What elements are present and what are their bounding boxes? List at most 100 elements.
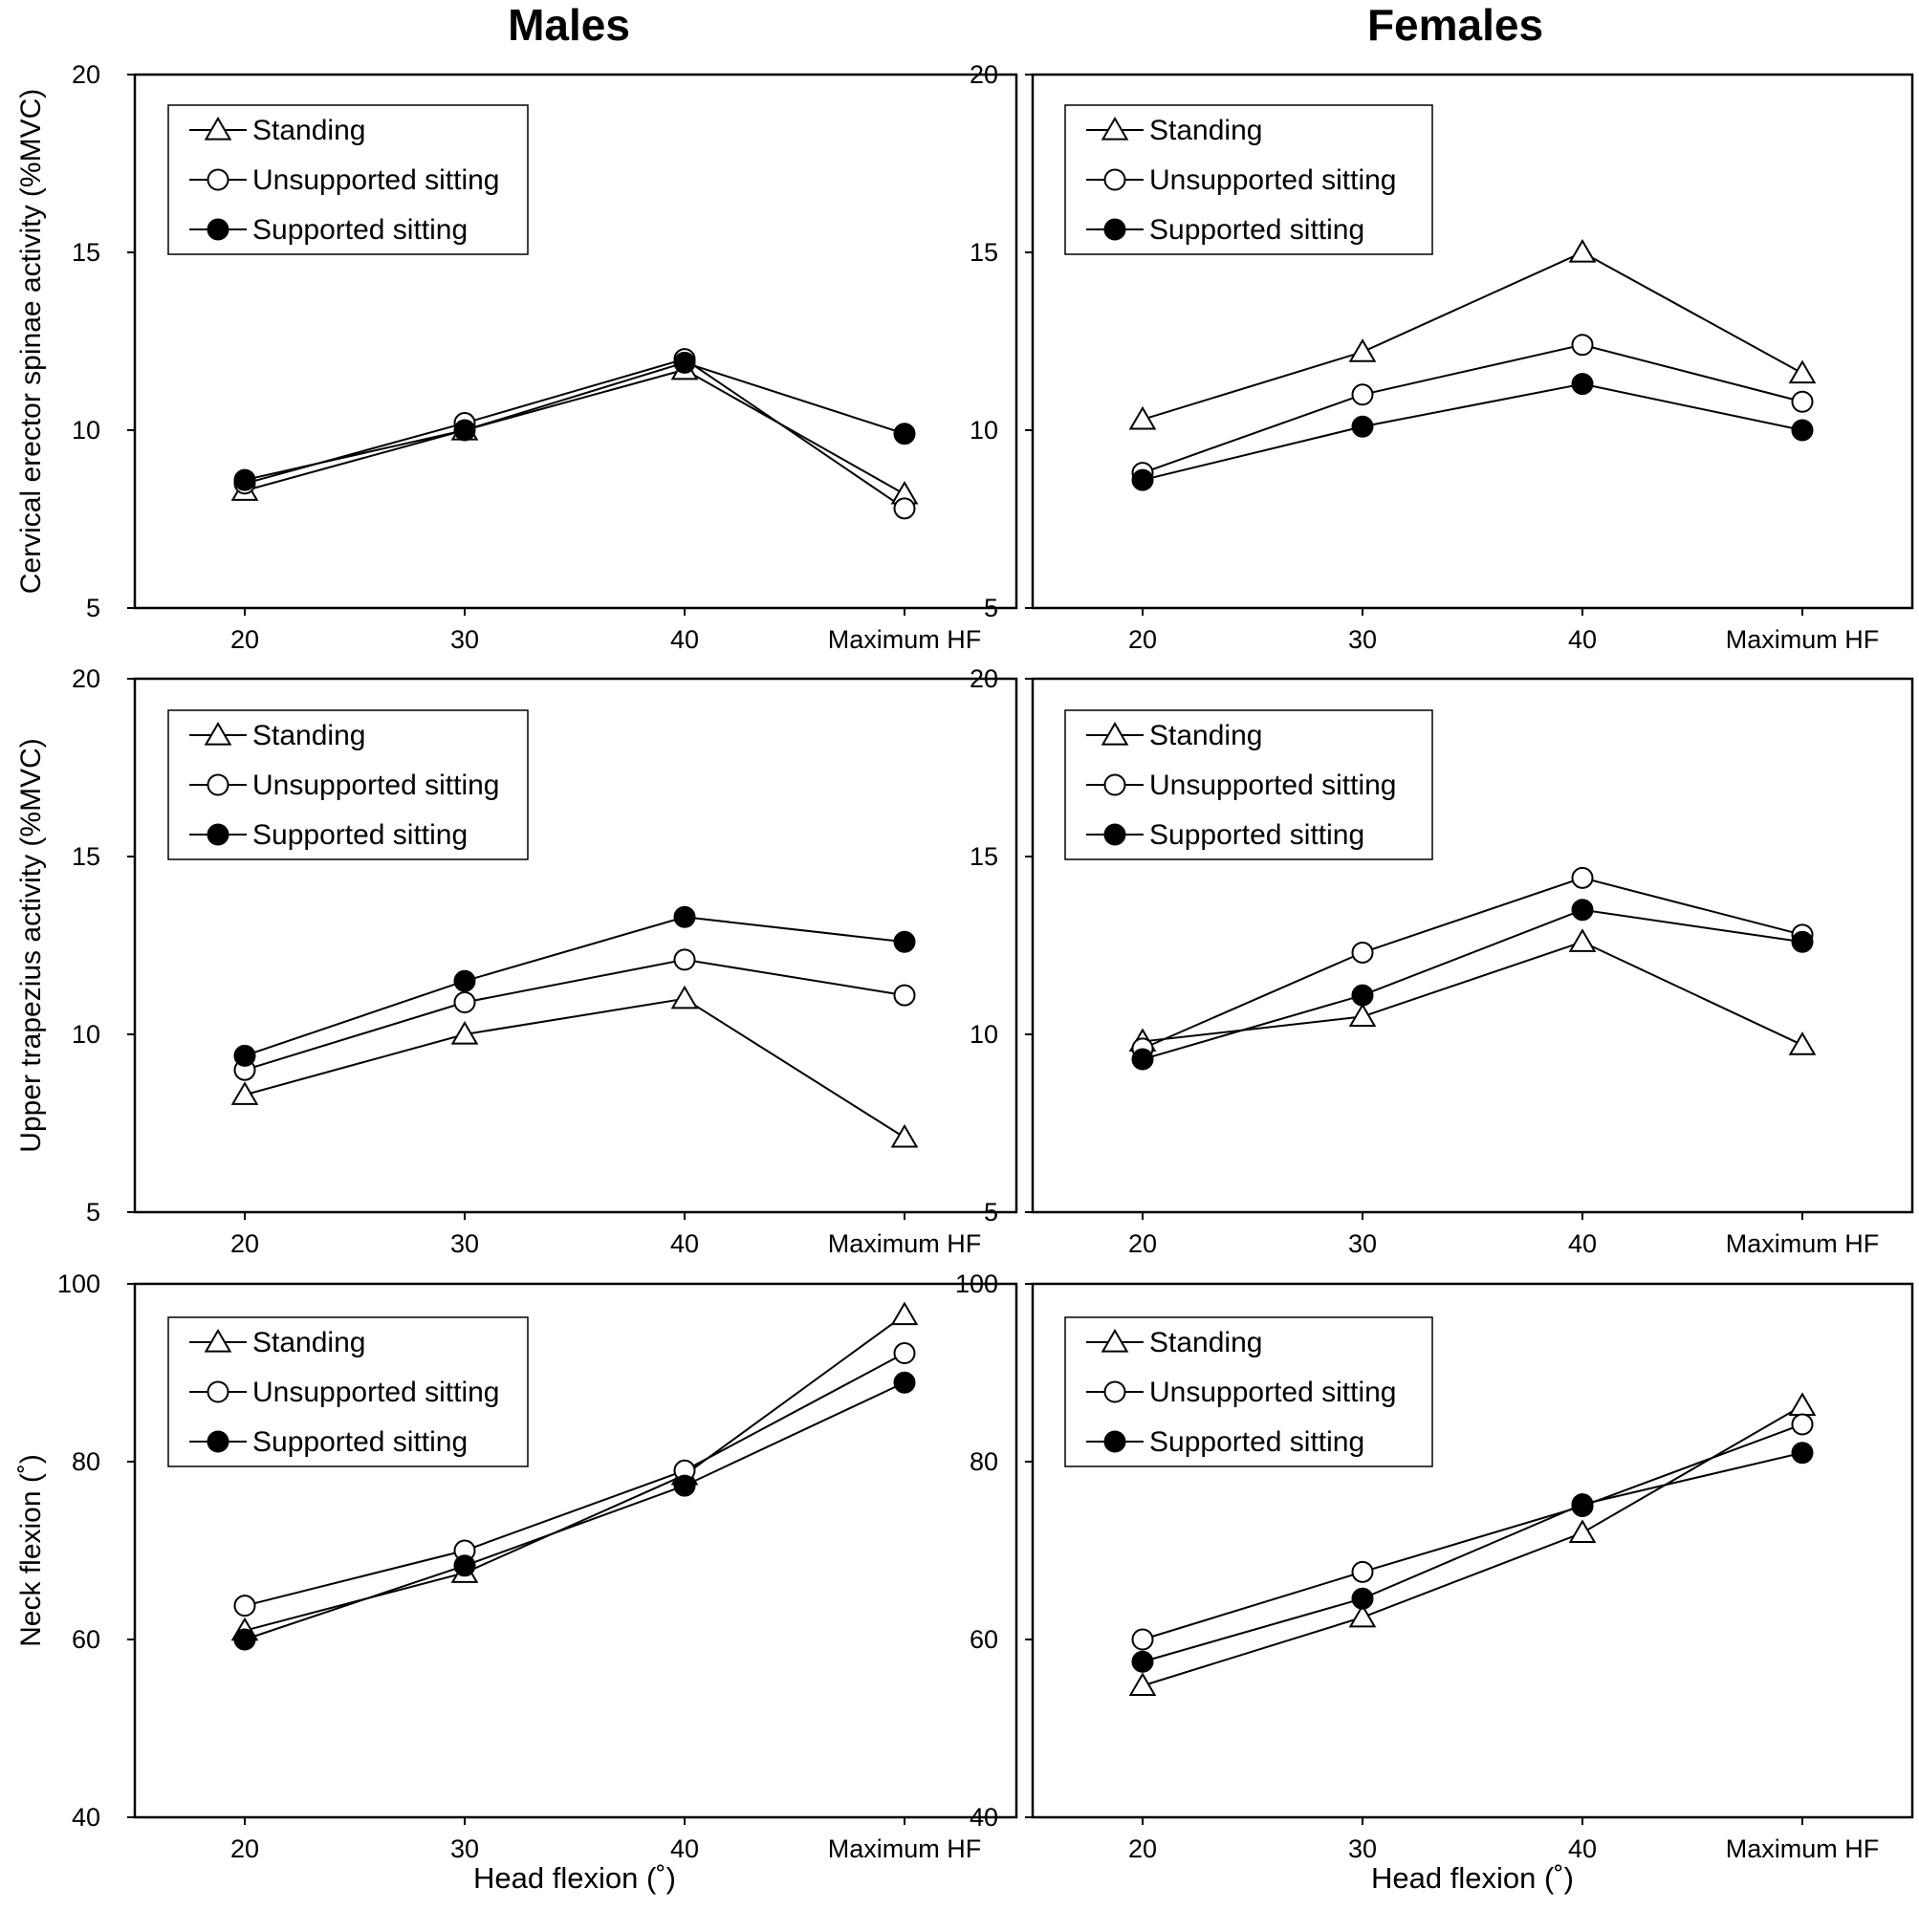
y-tick-label: 15 bbox=[72, 842, 100, 871]
x-tick-label: 20 bbox=[1128, 1229, 1157, 1258]
series-line-open-circle bbox=[1142, 877, 1803, 1050]
data-point-filled-circle bbox=[1791, 419, 1814, 442]
legend-label: Standing bbox=[252, 115, 365, 146]
data-point-filled-circle bbox=[1571, 899, 1594, 922]
series-line-filled-circle bbox=[244, 916, 905, 1057]
y-tick-label: 100 bbox=[955, 1270, 998, 1298]
data-point-filled-circle bbox=[453, 419, 476, 442]
y-axis-label: Neck flexion (˚) bbox=[15, 1454, 47, 1647]
y-axis-label: Cervical erector spinae activity (%MVC) bbox=[15, 89, 47, 594]
legend-label: Standing bbox=[252, 1327, 365, 1358]
x-tick-label: Maximum HF bbox=[1726, 1834, 1880, 1863]
data-point-filled-circle bbox=[1131, 468, 1154, 491]
y-tick-label: 60 bbox=[72, 1625, 100, 1654]
legend-marker-filled-circle bbox=[207, 218, 229, 241]
legend-marker-open-circle bbox=[207, 168, 229, 191]
x-tick-label: 30 bbox=[1348, 625, 1377, 654]
data-point-triangle bbox=[670, 985, 699, 1009]
x-tick-label: 20 bbox=[1128, 625, 1157, 654]
plot-frame bbox=[1031, 1282, 1914, 1819]
data-point-open-circle bbox=[1791, 1413, 1814, 1436]
data-point-filled-circle bbox=[1351, 415, 1374, 438]
data-point-open-circle bbox=[893, 984, 916, 1007]
x-tick-label: 40 bbox=[670, 1229, 699, 1258]
data-point-filled-circle bbox=[233, 1628, 256, 1651]
data-point-filled-circle bbox=[1571, 373, 1594, 396]
data-point-triangle bbox=[230, 1081, 259, 1105]
series-line-filled-circle bbox=[1142, 908, 1803, 1061]
x-tick-label: 20 bbox=[230, 1834, 259, 1863]
legend-marker-filled-circle bbox=[207, 1430, 229, 1453]
panel-5: 40 60 80 100 20 30 40 Maximum HF Head flexion (˚… bbox=[955, 1270, 1914, 1895]
legend-label: Supported sitting bbox=[252, 1426, 468, 1458]
plot-frame bbox=[133, 73, 1018, 610]
data-point-filled-circle bbox=[453, 969, 476, 992]
legend-label: Unsupported sitting bbox=[1149, 770, 1397, 801]
data-point-filled-circle bbox=[893, 1371, 916, 1394]
data-point-filled-circle bbox=[673, 905, 696, 928]
x-tick-label: Maximum HF bbox=[1726, 1229, 1880, 1258]
x-tick-label: 40 bbox=[670, 625, 699, 654]
panel-1: 5 10 15 20 20 30 40 Maximum HF Standing Unsupport… bbox=[970, 60, 1914, 654]
x-tick-label: 20 bbox=[1128, 1834, 1157, 1863]
plot-frame bbox=[1031, 73, 1914, 610]
legend-marker-filled-circle bbox=[1103, 1430, 1126, 1453]
x-tick-label: Maximum HF bbox=[828, 625, 982, 654]
y-axis-label: Upper trapezius activity (%MVC) bbox=[15, 738, 47, 1152]
x-tick-label: 30 bbox=[1348, 1834, 1377, 1863]
legend-label: Supported sitting bbox=[252, 214, 468, 246]
legend-marker-open-circle bbox=[1103, 773, 1126, 796]
data-point-triangle bbox=[1788, 359, 1817, 384]
series-line-triangle bbox=[1142, 1404, 1803, 1687]
col-title-males: Males bbox=[508, 0, 630, 50]
x-tick-label: 30 bbox=[450, 625, 479, 654]
data-point-filled-circle bbox=[453, 1554, 476, 1577]
x-tick-label: Maximum HF bbox=[828, 1834, 982, 1863]
data-point-filled-circle bbox=[1791, 1442, 1814, 1465]
x-axis-label: Head flexion (˚) bbox=[473, 1861, 676, 1895]
legend-marker-triangle bbox=[1101, 117, 1129, 141]
data-point-open-circle bbox=[673, 948, 696, 971]
data-point-open-circle bbox=[893, 1342, 916, 1365]
series-line-filled-circle bbox=[244, 1381, 905, 1640]
y-tick-label: 5 bbox=[984, 594, 998, 622]
legend-label: Unsupported sitting bbox=[252, 164, 500, 196]
data-point-open-circle bbox=[1351, 383, 1374, 406]
data-point-filled-circle bbox=[673, 351, 696, 374]
series-line-filled-circle bbox=[244, 361, 905, 482]
plot-frame bbox=[133, 677, 1018, 1214]
data-point-triangle bbox=[1348, 1003, 1377, 1027]
data-point-open-circle bbox=[893, 497, 916, 520]
data-point-open-circle bbox=[1351, 941, 1374, 964]
legend-label: Unsupported sitting bbox=[1149, 164, 1397, 196]
y-tick-label: 15 bbox=[970, 842, 998, 871]
y-tick-label: 5 bbox=[984, 1198, 998, 1226]
data-point-filled-circle bbox=[1791, 930, 1814, 953]
y-tick-label: 100 bbox=[57, 1270, 100, 1298]
series-line-triangle bbox=[1142, 250, 1803, 421]
y-tick-label: 40 bbox=[970, 1803, 998, 1832]
x-tick-label: 30 bbox=[450, 1834, 479, 1863]
x-tick-label: 30 bbox=[1348, 1229, 1377, 1258]
series-line-open-circle bbox=[1142, 343, 1803, 474]
data-point-triangle bbox=[1128, 1672, 1157, 1696]
y-tick-label: 15 bbox=[970, 238, 998, 267]
data-point-filled-circle bbox=[233, 1044, 256, 1067]
x-axis-label: Head flexion (˚) bbox=[1371, 1861, 1574, 1895]
data-point-open-circle bbox=[453, 991, 476, 1014]
col-title-females: Females bbox=[1367, 0, 1543, 50]
series-line-filled-circle bbox=[1142, 382, 1803, 482]
y-tick-label: 5 bbox=[86, 594, 100, 622]
data-point-filled-circle bbox=[233, 468, 256, 491]
legend-label: Unsupported sitting bbox=[1149, 1377, 1397, 1408]
data-point-triangle bbox=[1348, 338, 1377, 362]
legend-label: Standing bbox=[1149, 1327, 1262, 1358]
data-point-filled-circle bbox=[893, 930, 916, 953]
data-point-triangle bbox=[1568, 1519, 1597, 1543]
y-tick-label: 80 bbox=[970, 1447, 998, 1476]
legend-marker-open-circle bbox=[1103, 1380, 1126, 1403]
data-point-filled-circle bbox=[673, 1474, 696, 1497]
legend-marker-filled-circle bbox=[1103, 823, 1126, 846]
legend-marker-triangle bbox=[1101, 1329, 1129, 1353]
